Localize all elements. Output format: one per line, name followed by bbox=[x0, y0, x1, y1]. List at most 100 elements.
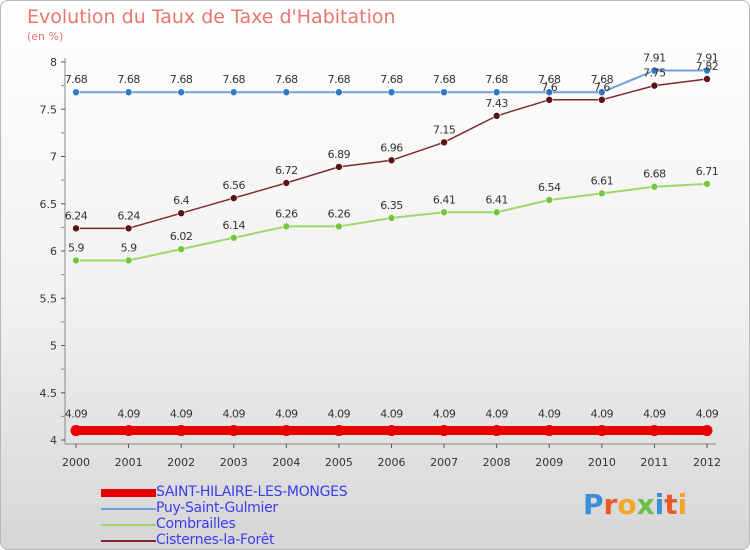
logo-letter: i bbox=[654, 488, 665, 521]
data-point bbox=[72, 224, 80, 233]
data-point bbox=[229, 194, 238, 202]
legend-label: Cisternes-la-Forêt bbox=[156, 532, 275, 548]
data-point bbox=[177, 88, 185, 97]
data-point bbox=[440, 208, 448, 217]
x-tick-label: 2004 bbox=[272, 456, 300, 469]
data-point bbox=[545, 196, 554, 204]
legend-swatch bbox=[101, 540, 156, 542]
data-label: 6.14 bbox=[223, 219, 246, 232]
data-label: 7.68 bbox=[223, 73, 246, 86]
logo-letter: o bbox=[617, 488, 637, 521]
data-point bbox=[701, 425, 713, 437]
data-label: 7.68 bbox=[485, 73, 508, 86]
data-point bbox=[598, 88, 606, 97]
data-point bbox=[598, 96, 606, 104]
data-label: 7.15 bbox=[433, 123, 456, 136]
data-label: 6.41 bbox=[485, 193, 508, 206]
data-point bbox=[335, 222, 343, 231]
x-tick-label: 2000 bbox=[62, 456, 90, 469]
x-tick-label: 2011 bbox=[640, 456, 668, 469]
data-label: 4.09 bbox=[643, 408, 666, 421]
data-point bbox=[492, 88, 501, 97]
y-tick-label: 5.5 bbox=[40, 292, 58, 305]
x-tick-label: 2008 bbox=[483, 456, 511, 469]
data-point bbox=[491, 425, 503, 437]
legend-swatch bbox=[101, 524, 156, 526]
data-point bbox=[703, 75, 711, 83]
data-label: 4.09 bbox=[328, 408, 351, 421]
x-tick-label: 2003 bbox=[220, 456, 248, 469]
data-point bbox=[492, 208, 501, 217]
data-label: 6.24 bbox=[117, 209, 140, 222]
data-point bbox=[545, 96, 554, 104]
logo-letter: x bbox=[636, 488, 655, 521]
data-label: 4.09 bbox=[538, 408, 561, 421]
data-label: 7.68 bbox=[170, 73, 193, 86]
data-point bbox=[124, 224, 133, 233]
logo-letter: P bbox=[583, 488, 604, 521]
data-point bbox=[703, 66, 711, 75]
proxiti-logo: Proxiti bbox=[583, 488, 687, 521]
chart-subtitle: (en %) bbox=[27, 30, 64, 43]
data-label: 4.09 bbox=[65, 408, 88, 421]
data-label: 6.89 bbox=[328, 148, 351, 161]
data-point bbox=[650, 81, 659, 90]
data-point bbox=[229, 88, 238, 97]
data-point bbox=[440, 88, 448, 97]
data-point bbox=[229, 233, 238, 242]
series-line-combrailles bbox=[75, 182, 708, 262]
data-label: 5.9 bbox=[121, 241, 137, 254]
data-point bbox=[335, 88, 343, 97]
logo-letter: r bbox=[603, 488, 618, 521]
data-point bbox=[177, 209, 185, 217]
data-point bbox=[492, 112, 501, 120]
data-point bbox=[438, 425, 450, 437]
data-point bbox=[387, 88, 396, 97]
data-point bbox=[228, 425, 240, 437]
data-label: 4.09 bbox=[223, 408, 246, 421]
data-label: 6.02 bbox=[170, 230, 193, 243]
data-point bbox=[440, 138, 448, 147]
data-label: 6.4 bbox=[173, 194, 189, 207]
data-label: 7.75 bbox=[643, 67, 666, 80]
data-point bbox=[598, 189, 606, 198]
data-point bbox=[280, 425, 292, 437]
data-point bbox=[387, 156, 396, 165]
data-label: 7.68 bbox=[380, 73, 403, 86]
data-label: 7.68 bbox=[65, 73, 88, 86]
data-point bbox=[703, 180, 711, 188]
x-tick-label: 2010 bbox=[588, 456, 616, 469]
data-label: 4.09 bbox=[485, 408, 508, 421]
data-label: 4.09 bbox=[170, 408, 193, 421]
data-label: 4.09 bbox=[380, 408, 403, 421]
x-tick-label: 2001 bbox=[115, 456, 143, 469]
data-label: 4.09 bbox=[696, 408, 719, 421]
data-label: 6.41 bbox=[433, 193, 456, 206]
data-point bbox=[596, 425, 608, 437]
data-point bbox=[543, 425, 555, 437]
y-tick-label: 6.5 bbox=[40, 198, 58, 211]
data-label: 6.68 bbox=[643, 168, 666, 181]
data-point bbox=[335, 163, 343, 171]
data-point bbox=[70, 425, 82, 437]
data-label: 4.09 bbox=[591, 408, 614, 421]
data-label: 6.35 bbox=[380, 199, 403, 212]
data-label: 7.6 bbox=[594, 81, 610, 94]
data-point bbox=[72, 88, 80, 97]
x-tick-label: 2005 bbox=[325, 456, 353, 469]
x-tick-label: 2002 bbox=[167, 456, 195, 469]
data-point bbox=[124, 256, 133, 265]
data-label: 6.96 bbox=[380, 141, 403, 154]
data-label: 4.09 bbox=[433, 408, 456, 421]
data-label: 6.26 bbox=[328, 207, 351, 220]
data-point bbox=[124, 88, 133, 97]
data-label: 4.09 bbox=[275, 408, 298, 421]
data-label: 4.09 bbox=[117, 408, 140, 421]
legend-label: SAINT-HILAIRE-LES-MONGES bbox=[156, 484, 348, 500]
data-label: 6.72 bbox=[275, 164, 298, 177]
logo-letter: i bbox=[677, 488, 688, 521]
y-tick-label: 6 bbox=[50, 245, 57, 258]
data-point bbox=[175, 425, 187, 437]
line-chart: 4 4.5 5 5.5 6 6.5 7 7.5 8 2000 2001 2002 2003 2004 200… bbox=[40, 52, 722, 469]
